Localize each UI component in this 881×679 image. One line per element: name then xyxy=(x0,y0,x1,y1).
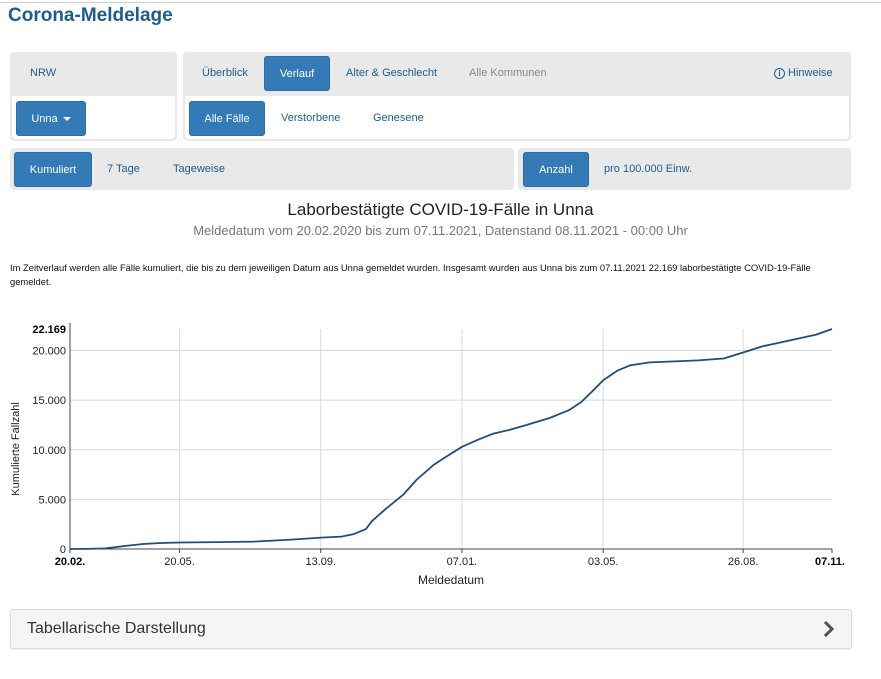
tab-verlauf[interactable]: Verlauf xyxy=(264,56,330,91)
filter-alle-faelle[interactable]: Alle Fälle xyxy=(189,101,265,136)
aggregation-panel xyxy=(10,148,514,190)
view-panel-body xyxy=(185,96,849,139)
x-tick-label: 13.09. xyxy=(305,556,336,568)
table-view-accordion[interactable]: Tabellarische Darstellung xyxy=(10,609,852,649)
x-tick-label: 20.02. xyxy=(55,556,86,568)
hints-label: Hinweise xyxy=(788,67,833,79)
filter-genesene[interactable]: Genesene xyxy=(373,112,424,124)
district-dropdown-button[interactable]: Unna xyxy=(16,101,86,136)
hints-link[interactable]: i Hinweise xyxy=(774,67,833,79)
district-dropdown-label: Unna xyxy=(31,112,58,125)
tab-alter-geschlecht[interactable]: Alter & Geschlecht xyxy=(346,67,438,79)
y-axis: 0 5.000 10.000 15.000 20.000 22.169 Kumulierte… xyxy=(10,323,71,556)
series-layer xyxy=(69,328,833,550)
series-line xyxy=(69,328,833,550)
chart-title: Laborbestätigte COVID-19-Fälle in Unna xyxy=(287,200,594,219)
chevron-right-icon xyxy=(823,621,835,637)
x-tick-label: 03.05. xyxy=(588,556,619,568)
y-tick-label: 20.000 xyxy=(32,346,66,358)
x-tick-label: 07.11. xyxy=(815,556,845,568)
unit-per-100k[interactable]: pro 100.000 Einw. xyxy=(604,163,693,175)
chart-subtitle: Meldedatum vom 20.02.2020 bis zum 07.11.… xyxy=(193,223,688,238)
cases-line-chart: 0 5.000 10.000 15.000 20.000 22.169 Kumulierte… xyxy=(10,323,845,587)
tab-ueberblick[interactable]: Überblick xyxy=(202,67,248,79)
y-max-label: 22.169 xyxy=(32,324,66,336)
unit-anzahl[interactable]: Anzahl xyxy=(523,152,589,187)
table-view-label: Tabellarische Darstellung xyxy=(27,620,206,637)
y-tick-label: 5.000 xyxy=(38,494,66,506)
x-tick-label: 20.05. xyxy=(164,556,195,568)
x-tick-label: 26.08. xyxy=(728,556,759,568)
chart-description: Im Zeitverlauf werden alle Fälle kumulie… xyxy=(10,262,811,287)
x-axis: 20.02. 20.05. 13.09. 07.01. 03.05. 26.08. 07.1… xyxy=(55,548,845,587)
x-tick-label: 07.01. xyxy=(447,556,478,568)
tab-alle-kommunen[interactable]: Alle Kommunen xyxy=(469,67,547,79)
state-link-nrw[interactable]: NRW xyxy=(30,67,57,79)
caret-down-icon xyxy=(62,116,71,121)
x-axis-title: Meldedatum xyxy=(418,573,484,587)
filter-verstorbene[interactable]: Verstorbene xyxy=(281,112,341,124)
y-tick-label: 15.000 xyxy=(32,395,66,407)
top-divider xyxy=(0,2,881,3)
grid-lines xyxy=(70,329,832,549)
y-axis-title: Kumulierte Fallzahl xyxy=(10,402,22,496)
y-tick-label: 0 xyxy=(60,544,66,556)
agg-kumuliert[interactable]: Kumuliert xyxy=(14,152,92,187)
page-title: Corona-Meldelage xyxy=(8,5,173,26)
agg-tageweise[interactable]: Tageweise xyxy=(173,163,225,175)
y-tick-label: 10.000 xyxy=(32,445,66,457)
info-icon: i xyxy=(774,68,785,79)
agg-7-tage[interactable]: 7 Tage xyxy=(107,163,140,175)
